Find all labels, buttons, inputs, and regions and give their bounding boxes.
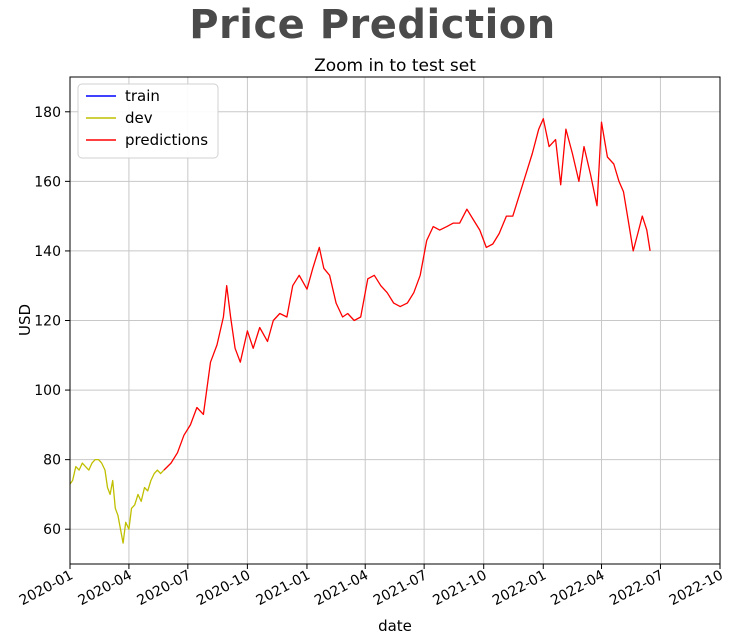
legend-label-train: train xyxy=(125,87,160,105)
legend: train dev predictions xyxy=(77,83,219,159)
y-tick-label: 60 xyxy=(43,522,61,538)
y-tick-label: 180 xyxy=(34,105,61,121)
series-layer xyxy=(69,118,651,544)
x-tick-label: 2020-10 xyxy=(194,567,253,609)
legend-label-dev: dev xyxy=(125,109,153,127)
x-tick-label: 2022-04 xyxy=(548,567,607,609)
x-tick-label: 2022-01 xyxy=(490,567,549,609)
x-axis-label: date xyxy=(378,617,412,635)
series-line-dev xyxy=(69,458,165,544)
x-tick-label: 2021-10 xyxy=(430,567,489,609)
y-tick-label: 160 xyxy=(34,174,61,190)
legend-label-predictions: predictions xyxy=(125,131,208,149)
page-title: Price Prediction xyxy=(189,2,556,48)
y-axis: 60 80 100 120 140 160 180 xyxy=(34,105,70,538)
x-tick-label: 2020-04 xyxy=(76,567,135,609)
y-tick-label: 100 xyxy=(34,383,61,399)
chart-title: Zoom in to test set xyxy=(314,56,476,76)
x-tick-label: 2021-07 xyxy=(371,567,430,609)
x-tick-label: 2020-07 xyxy=(135,567,194,609)
y-tick-label: 140 xyxy=(34,244,61,260)
y-tick-label: 80 xyxy=(43,453,61,469)
series-line-predictions xyxy=(163,118,651,471)
y-axis-label: USD xyxy=(16,304,34,336)
x-tick-label: 2022-07 xyxy=(607,567,666,609)
x-tick-label: 2020-01 xyxy=(17,567,76,609)
x-tick-label: 2022-10 xyxy=(667,567,726,609)
x-tick-label: 2021-01 xyxy=(254,567,313,609)
x-axis: 2020-01 2020-04 2020-07 2020-10 2021-01 2021-… xyxy=(17,564,726,609)
x-tick-label: 2021-04 xyxy=(312,567,371,609)
y-tick-label: 120 xyxy=(34,314,61,330)
